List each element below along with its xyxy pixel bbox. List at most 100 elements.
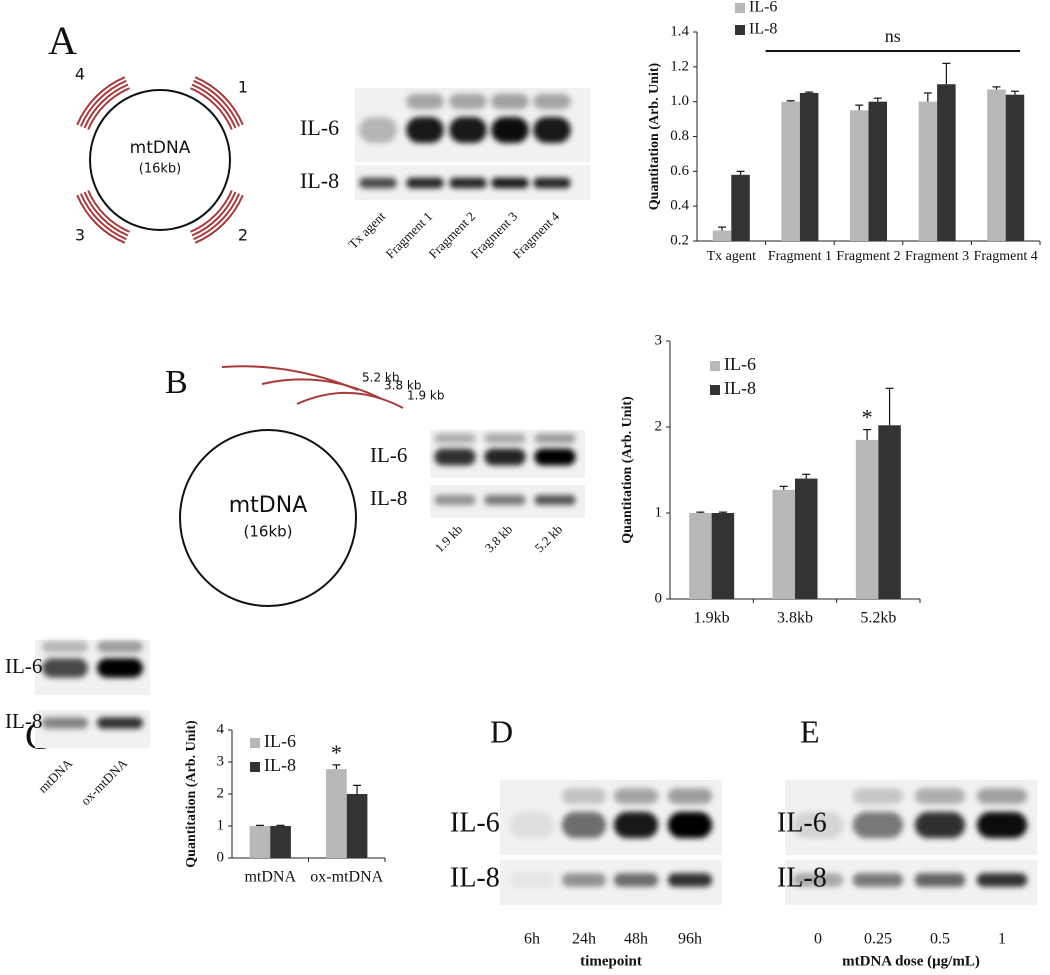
fragment-label: 2 [238,226,248,245]
blot-band [561,811,607,839]
fragment-arc [190,87,233,130]
blot-band-upper [97,641,143,653]
fragment-label: 3.8 kb [384,379,421,393]
error-bar [855,104,864,111]
blot-band [42,658,88,678]
blot-band [484,495,526,505]
blot-row-label: IL-8 [300,168,339,193]
error-bar [942,62,951,85]
blot-band [359,177,397,189]
y-tick-label: 2 [217,785,225,801]
annotation: * [331,740,342,765]
y-tick-label: 0.4 [670,198,689,214]
error-bar [332,764,341,770]
bar [772,489,795,599]
error-bar [779,485,788,490]
panel-label: B [165,364,188,401]
blot-band [561,873,607,887]
blot-band [359,117,397,143]
x-tick-label: Fragment 1 [767,249,832,264]
fragment-arc [79,79,127,127]
blot-band [534,448,576,466]
bar [346,794,368,858]
error-bar [736,170,745,175]
bar [781,101,800,242]
blot-band [613,811,659,839]
fragment-arc [87,87,130,130]
y-tick-label: 0.2 [670,232,689,248]
fragment-arc [79,193,127,241]
bar [799,92,819,241]
blot-band [509,811,555,839]
y-tick-label: 1.2 [670,58,689,74]
blot-band-upper [533,93,571,110]
blot-band [97,658,143,678]
x-tick-label: Fragment 4 [973,249,1038,264]
bar [918,101,938,242]
blot-band [852,873,904,887]
blot-band [484,448,526,466]
x-tick-label: ox-mtDNA [310,869,383,886]
blot-row-label: IL-6 [777,807,827,838]
panel-label: A [48,18,77,63]
blot-band [449,177,487,189]
panel-label: D [490,713,513,749]
error-bar [786,100,795,102]
diagram-label: mtDNA [229,493,308,518]
lane-label: 1.9 kb [432,522,466,556]
legend-swatch [735,3,745,13]
diagram-size: (16kb) [139,162,181,177]
legend-label: IL-6 [749,0,777,16]
blot-band-upper [484,433,526,444]
blot-row-label: IL-6 [370,443,407,467]
fragment-arc [194,194,244,244]
bar [1005,94,1025,241]
y-tick-label: 0.8 [670,128,689,144]
blot-x-label: mtDNA dose (μg/mL) [842,953,980,969]
error-bar [276,824,285,826]
fragment-arc [191,191,237,237]
x-tick-label: 3.8kb [777,610,813,627]
bar [849,110,869,241]
fragment-arc [190,190,233,233]
error-bar [718,511,727,513]
x-tick-label: Fragment 3 [905,249,970,264]
blot-band [434,448,476,466]
lane-label: mtDNA [35,755,76,796]
legend-label: IL-6 [264,731,296,751]
blot-band [491,177,529,189]
blot-band [42,717,88,729]
y-tick-label: 4 [217,721,225,737]
diagram-size: (16kb) [244,523,293,541]
error-bar [885,387,894,426]
error-bar [1010,90,1019,95]
bar [731,174,750,241]
lane-label: Tx agent [345,208,388,251]
blot-band [533,177,571,189]
blot-band [613,873,659,887]
fragment-arc [191,83,237,129]
error-bar [353,784,362,794]
y-tick-label: 0 [655,590,663,606]
blot-row-label: IL-6 [450,807,500,838]
lane-label: ox-mtDNA [78,755,131,808]
bar [987,89,1006,241]
fragment-arc [194,76,244,126]
annotation: * [862,405,873,430]
bar [689,513,712,599]
error-bar [863,428,872,440]
lane-label: 96h [678,931,702,948]
fragment-label: 1 [238,78,248,97]
mtdna-circle [179,429,357,607]
lane-label: 5.2 kb [532,522,566,556]
bar [326,769,347,858]
fragment-arc [83,83,129,129]
fragment-label: 5.2 kb [362,371,399,385]
legend-swatch [710,361,720,371]
y-tick-label: 0 [217,849,225,865]
blot-x-label: timepoint [580,953,642,969]
bar [878,425,901,599]
blot-band [667,873,713,887]
bar [868,101,888,242]
bar [711,513,735,599]
